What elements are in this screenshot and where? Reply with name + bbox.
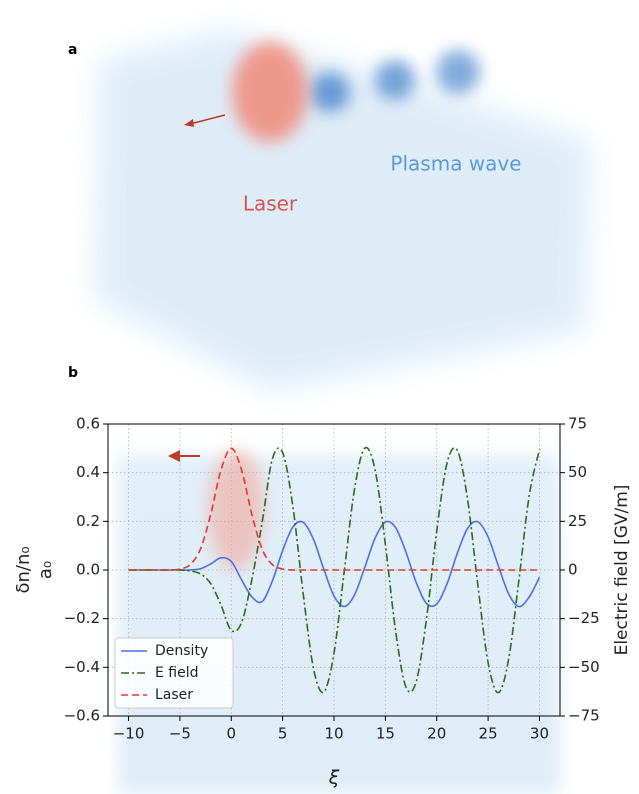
y-axis-label: δn/n₀	[13, 546, 34, 593]
legend-label: Laser	[155, 687, 193, 703]
y2-tick-label: 25	[568, 512, 587, 530]
x-tick-label: 10	[324, 725, 343, 743]
direction-arrow	[189, 114, 226, 125]
y2-tick-label: −25	[568, 609, 600, 627]
panel-label: b	[68, 365, 78, 381]
plot-area: −10 −5 0 5 10 15 20 25 30−0.6−0.4−0.20.00.20.40.…	[64, 415, 600, 743]
plasma-background	[118, 455, 560, 794]
y-tick-label: −0.4	[64, 658, 100, 676]
data-line	[128, 520, 541, 608]
panel-a-render	[95, 30, 590, 390]
x-axis-label: ξ	[328, 767, 340, 789]
y2-tick-label: −50	[568, 658, 600, 676]
legend-label: E field	[155, 665, 199, 681]
arrow-head	[184, 119, 194, 127]
legend-label: Density	[155, 643, 208, 659]
y2-tick-label: −75	[568, 707, 600, 725]
y-tick-label: −0.6	[64, 707, 100, 725]
annotation: Plasma wave	[390, 152, 521, 176]
laser-blob	[208, 450, 264, 570]
y2-tick-label: 75	[568, 415, 587, 433]
y2-tick-label: 0	[568, 561, 578, 579]
wave-blob	[375, 60, 415, 100]
arrow-head	[168, 450, 180, 462]
data-line	[128, 446, 541, 694]
annotation: Laser	[243, 192, 298, 216]
y-tick-label: 0.2	[76, 512, 100, 530]
panel-label: a	[68, 42, 77, 58]
x-tick-label: 0	[226, 725, 236, 743]
x-tick-label: −10	[113, 725, 145, 743]
y2-tick-label: 50	[568, 463, 587, 481]
wave-blob	[310, 72, 350, 112]
y-tick-label: −0.2	[64, 609, 100, 627]
x-tick-label: 30	[530, 725, 549, 743]
y-axis-label: a₀	[35, 561, 56, 579]
y-tick-label: 0.0	[76, 561, 100, 579]
x-tick-label: −5	[169, 725, 191, 743]
y-tick-label: 0.6	[76, 415, 100, 433]
laser-blob	[232, 42, 308, 142]
x-tick-label: 25	[479, 725, 498, 743]
x-tick-label: 15	[376, 725, 395, 743]
x-tick-label: 5	[278, 725, 288, 743]
plot-frame	[107, 423, 561, 717]
y-tick-label: 0.4	[76, 463, 100, 481]
data-line	[128, 447, 540, 571]
x-tick-label: 20	[427, 725, 446, 743]
legend-box	[114, 637, 234, 709]
y2-axis-label: Electric field [GV/m]	[612, 485, 632, 656]
plasma-volume	[95, 30, 590, 390]
wave-blob	[436, 50, 480, 94]
